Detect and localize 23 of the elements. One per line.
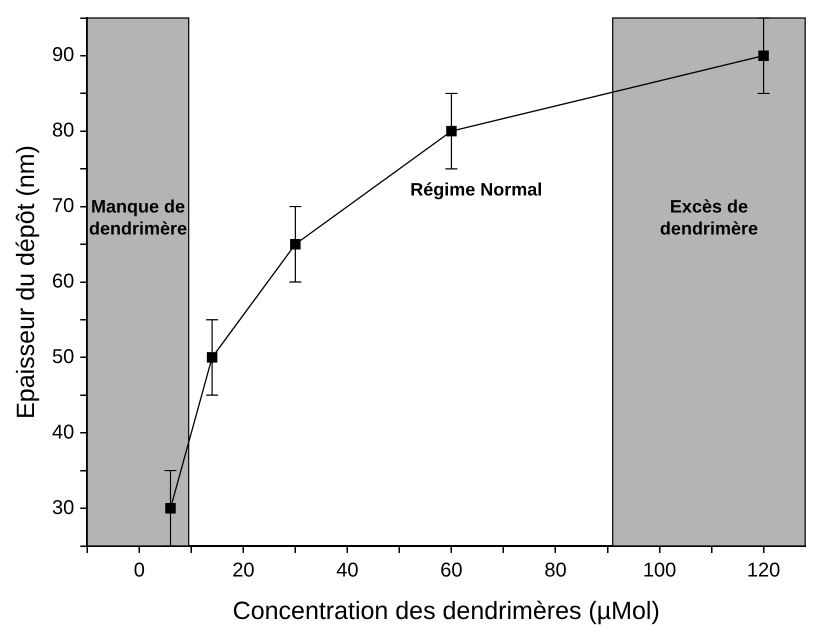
x-tick-label: 60 xyxy=(440,560,463,582)
x-tick-label: 100 xyxy=(642,560,676,582)
x-tick-label: 0 xyxy=(134,560,145,582)
annotation: Régime Normal xyxy=(410,180,542,200)
y-tick-label: 60 xyxy=(52,270,74,293)
y-axis-title: Epaisseur du dépôt (nm) xyxy=(12,145,40,419)
x-tick-label: 40 xyxy=(336,560,358,582)
y-tick-label: 90 xyxy=(52,44,74,66)
point xyxy=(165,503,176,514)
point xyxy=(206,352,218,363)
point xyxy=(758,50,769,61)
y-tick-label: 80 xyxy=(52,120,74,142)
point xyxy=(446,126,457,136)
x-axis-title: Concentration des dendrimères (µMol) xyxy=(232,596,660,625)
y-tick-label: 70 xyxy=(52,195,74,218)
band-label: Manque de dendrimère xyxy=(88,196,187,239)
y-tick-label: 40 xyxy=(52,421,74,444)
x-tick-label: 80 xyxy=(544,560,567,582)
x-tick-label: 120 xyxy=(746,560,780,582)
y-tick-label: 50 xyxy=(52,346,74,368)
x-tick-label: 20 xyxy=(232,560,254,582)
y-tick-label: 30 xyxy=(52,496,74,519)
band-label: Excès de dendrimère xyxy=(660,196,758,239)
